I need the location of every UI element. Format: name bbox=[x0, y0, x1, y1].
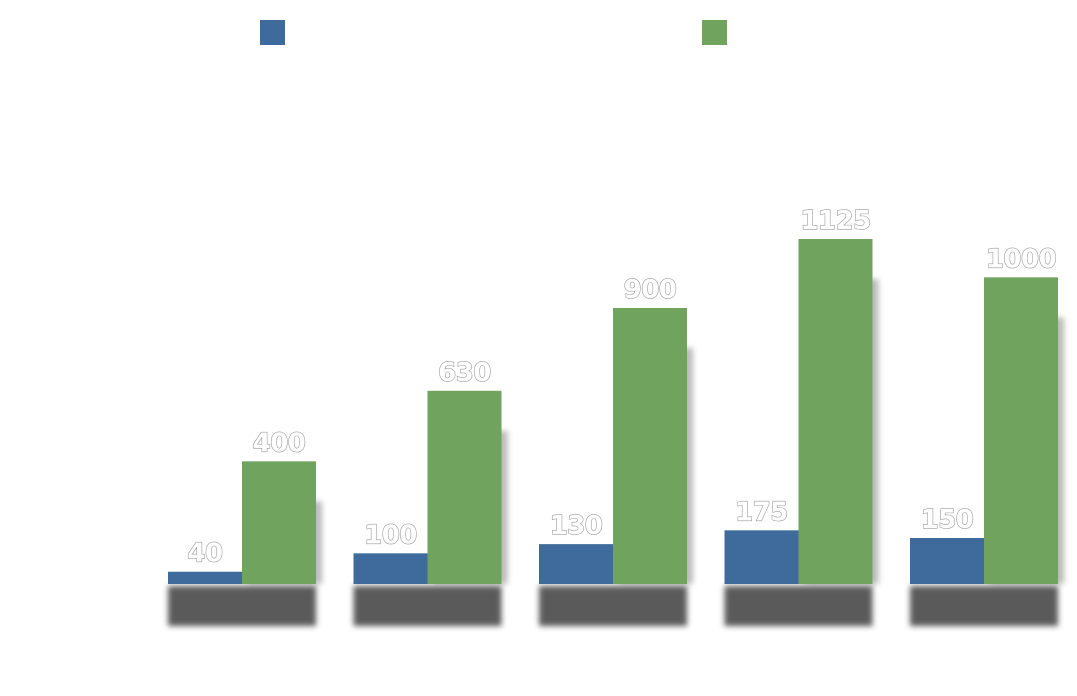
legend-swatch-series-1 bbox=[260, 20, 285, 45]
bar-series-2-group-5 bbox=[984, 277, 1058, 584]
legend bbox=[260, 20, 727, 45]
value-label-series-1-group-4: 175 bbox=[735, 497, 788, 527]
value-label-series-2-group-3: 900 bbox=[624, 275, 677, 305]
value-label-series-1-group-1: 40 bbox=[187, 539, 222, 569]
value-label-series-1-group-5: 150 bbox=[921, 505, 974, 535]
bar-series-1-group-4 bbox=[724, 530, 799, 584]
value-label-series-1-group-2: 100 bbox=[364, 520, 417, 550]
bar-shadow-2 bbox=[353, 586, 502, 626]
value-label-series-2-group-5: 1000 bbox=[986, 244, 1056, 274]
bar-shadow-3 bbox=[539, 586, 687, 626]
bar-series-1-group-5 bbox=[910, 538, 984, 584]
bar-series-2-group-2 bbox=[427, 390, 502, 584]
bar-shadow-4 bbox=[724, 586, 873, 626]
bar-series-1-group-2 bbox=[353, 553, 428, 584]
value-label-series-2-group-4: 1125 bbox=[800, 206, 870, 236]
bar-shadow-1 bbox=[168, 586, 316, 626]
legend-swatch-series-2 bbox=[702, 20, 727, 45]
value-label-series-1-group-3: 130 bbox=[550, 511, 603, 541]
bar-series-1-group-3 bbox=[539, 544, 613, 584]
value-labels: 40 400 100 630 130 900 175 1125 150 1000 bbox=[187, 205, 1057, 569]
bar-series-1-group-1 bbox=[168, 571, 242, 584]
bars bbox=[168, 239, 1058, 584]
bar-shadow-5 bbox=[910, 586, 1058, 626]
value-label-series-2-group-1: 400 bbox=[253, 428, 306, 458]
bar-series-2-group-3 bbox=[613, 308, 687, 584]
bar-series-2-group-4 bbox=[798, 239, 873, 584]
value-label-series-2-group-2: 630 bbox=[438, 358, 491, 388]
bar-series-2-group-1 bbox=[242, 461, 316, 584]
